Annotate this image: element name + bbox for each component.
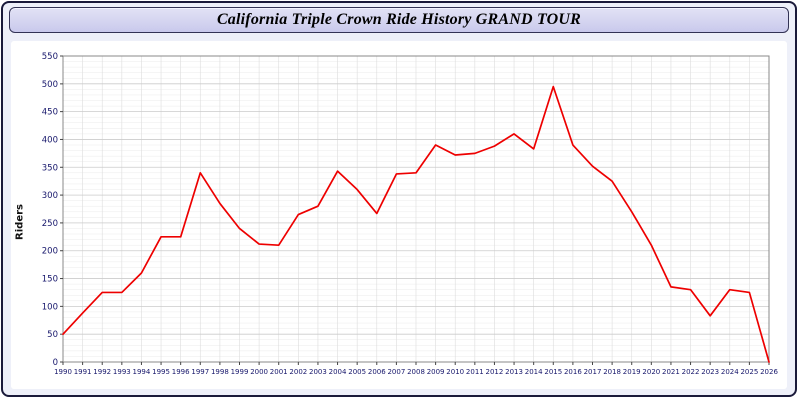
y-axis-label: Riders (14, 204, 26, 240)
svg-text:1995: 1995 (152, 368, 170, 376)
svg-text:550: 550 (42, 52, 58, 62)
svg-text:2010: 2010 (446, 368, 464, 376)
svg-text:2005: 2005 (348, 368, 366, 376)
svg-text:2004: 2004 (329, 368, 347, 376)
svg-text:50: 50 (47, 330, 58, 340)
svg-text:2011: 2011 (466, 368, 484, 376)
svg-text:2014: 2014 (525, 368, 543, 376)
svg-text:1998: 1998 (211, 368, 229, 376)
svg-text:500: 500 (42, 80, 58, 90)
title-bar: California Triple Crown Ride History GRA… (9, 7, 789, 33)
svg-text:300: 300 (42, 191, 58, 201)
svg-text:150: 150 (42, 275, 58, 285)
svg-text:2008: 2008 (407, 368, 425, 376)
svg-text:2000: 2000 (250, 368, 268, 376)
svg-text:100: 100 (42, 302, 58, 312)
svg-text:2001: 2001 (270, 368, 288, 376)
svg-text:2007: 2007 (387, 368, 405, 376)
svg-text:450: 450 (42, 108, 58, 118)
chart-panel: Riders 0 50 100 150 200 250 300 350 400 450 500 550… (11, 41, 787, 389)
svg-text:2021: 2021 (662, 368, 680, 376)
svg-text:2020: 2020 (642, 368, 660, 376)
svg-text:250: 250 (42, 219, 58, 229)
svg-text:1994: 1994 (133, 368, 151, 376)
svg-text:2024: 2024 (721, 368, 739, 376)
page-title: California Triple Crown Ride History GRA… (216, 11, 582, 28)
svg-text:2019: 2019 (623, 368, 641, 376)
svg-text:2015: 2015 (544, 368, 562, 376)
svg-text:2017: 2017 (584, 368, 602, 376)
svg-text:2009: 2009 (427, 368, 445, 376)
svg-text:2002: 2002 (289, 368, 307, 376)
svg-text:2026: 2026 (760, 368, 778, 376)
svg-text:2022: 2022 (682, 368, 700, 376)
svg-text:400: 400 (42, 135, 58, 145)
svg-text:1991: 1991 (74, 368, 92, 376)
svg-text:2023: 2023 (701, 368, 719, 376)
svg-text:2012: 2012 (486, 368, 504, 376)
svg-text:1997: 1997 (191, 368, 209, 376)
svg-text:200: 200 (42, 247, 58, 257)
svg-text:2016: 2016 (564, 368, 582, 376)
svg-text:1990: 1990 (54, 368, 72, 376)
svg-text:2013: 2013 (505, 368, 523, 376)
svg-text:1999: 1999 (231, 368, 249, 376)
svg-text:2018: 2018 (603, 368, 621, 376)
svg-text:350: 350 (42, 163, 58, 173)
svg-text:0: 0 (53, 358, 58, 368)
svg-text:1993: 1993 (113, 368, 131, 376)
svg-text:1992: 1992 (93, 368, 111, 376)
svg-text:1996: 1996 (172, 368, 190, 376)
svg-text:2025: 2025 (740, 368, 758, 376)
svg-text:2006: 2006 (368, 368, 386, 376)
svg-text:2003: 2003 (309, 368, 327, 376)
